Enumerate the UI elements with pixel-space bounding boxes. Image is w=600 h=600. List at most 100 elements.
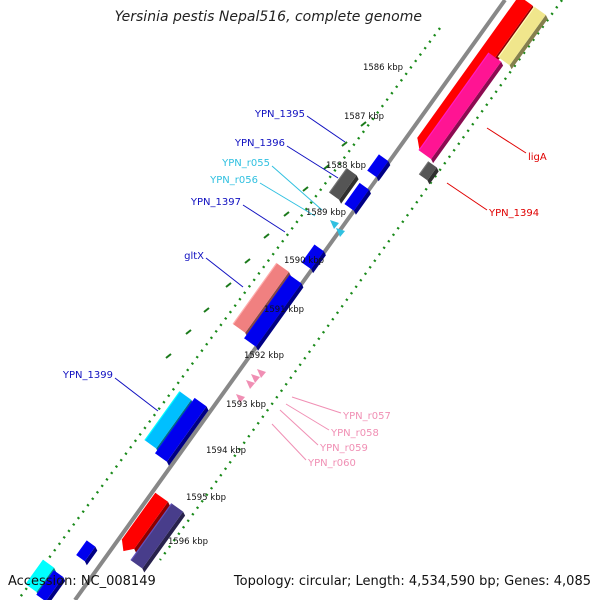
gene-pink-ligA-body <box>418 52 502 160</box>
gene-red-bottom-side <box>134 501 170 553</box>
rna-pink-r060 <box>236 394 245 403</box>
gene-pink-ligA-highlight <box>418 52 490 151</box>
label-leader-line <box>486 127 527 154</box>
gene-blue-corner-highlight <box>36 570 55 596</box>
gene-label: YPN_r060 <box>307 458 356 469</box>
accession-label: Accession: NC_008149 <box>8 574 156 589</box>
gene-salmon-gltx-side <box>245 271 291 337</box>
label-leader-line <box>271 423 307 461</box>
label-leader-line <box>242 204 286 233</box>
rna-cyan-r056 <box>336 228 345 237</box>
label-leader-line <box>259 182 316 217</box>
kbp-tick-label: 1590 kbp <box>284 256 324 266</box>
gene-blue-b-highlight <box>344 182 361 205</box>
label-leader-line <box>271 165 323 211</box>
gene-gray-ypn1396 <box>328 167 359 204</box>
gene-salmon-gltx-highlight <box>232 262 278 325</box>
gene-label: YPN_1396 <box>234 138 285 149</box>
gene-label: YPN_1397 <box>190 197 241 208</box>
kbp-tick <box>165 353 172 359</box>
kbp-tick <box>323 164 330 170</box>
gene-gray-ypn1394 <box>418 161 439 185</box>
gene-blue-small-bottom-body <box>76 540 96 562</box>
gene-gray-ypn1394-highlight <box>418 161 430 175</box>
gene-blue-b <box>344 182 371 215</box>
label-leader-line <box>286 145 339 179</box>
rna-pink-r059 <box>246 380 255 389</box>
gene-yellow-top-highlight <box>497 6 535 58</box>
gene-blue-ypn1395-side <box>376 161 391 182</box>
kbp-tick <box>302 186 309 192</box>
kbp-tick <box>283 211 290 217</box>
label-leader-line <box>306 115 346 143</box>
gene-blue-ypn1395-body <box>367 154 389 178</box>
gene-red-bottom <box>121 492 170 553</box>
kbp-tick-label: 1586 kbp <box>363 63 403 73</box>
gene-label: YPN_1399 <box>62 370 113 381</box>
gene-pink-ligA <box>418 52 504 164</box>
kbp-tick-label: 1589 kbp <box>306 208 346 218</box>
gene-salmon-gltx <box>232 262 291 337</box>
gene-cyan-ypn1399-highlight <box>144 391 181 441</box>
map-title: Yersinia pestis Nepal516, complete genom… <box>114 9 422 25</box>
gene-yellow-top-side <box>509 14 548 70</box>
gene-red-top-highlight <box>417 0 518 139</box>
gene-blue-corner <box>36 570 66 600</box>
gene-gray-ypn1396-highlight <box>328 167 348 194</box>
gene-blue-gltx <box>244 274 304 351</box>
gene-label: gltX <box>184 251 204 262</box>
gene-label: YPN_r056 <box>209 175 258 186</box>
gene-blue-ypn1397-side <box>311 251 326 274</box>
gene-purple-bottom-highlight <box>130 503 173 561</box>
gene-blue-small-bottom-side <box>84 546 98 566</box>
gene-cyan-corner-body <box>26 560 54 592</box>
gene-blue-gltx-highlight <box>244 274 291 339</box>
gene-blue-ypn1399 <box>155 397 209 466</box>
rna-pink-r058 <box>251 374 260 383</box>
gene-label: YPN_r058 <box>330 428 379 439</box>
label-leader-line <box>446 182 488 211</box>
kbp-tick-label: 1592 kbp <box>244 351 284 361</box>
gene-blue-ypn1399-highlight <box>155 397 196 454</box>
genome-summary-label: Topology: circular; Length: 4,534,590 bp… <box>233 574 591 589</box>
label-leader-line <box>114 377 159 412</box>
rna-pink-r057 <box>257 369 266 378</box>
gene-blue-corner-body <box>36 570 64 600</box>
kbp-tick <box>225 282 232 288</box>
gene-cyan-ypn1399-body <box>144 391 192 449</box>
gene-blue-ypn1399-body <box>155 398 207 462</box>
gene-blue-gltx-body <box>244 275 302 347</box>
gene-red-bottom-body <box>122 493 168 552</box>
gene-gray-ypn1394-body <box>419 161 437 181</box>
gene-gray-ypn1396-side <box>339 175 359 204</box>
rna-cyan-r055 <box>330 220 339 229</box>
kbp-tick <box>263 233 270 239</box>
inner-dotted-ring <box>159 0 563 561</box>
gene-gray-ypn1396-body <box>329 168 357 200</box>
gene-purple-bottom <box>130 503 186 573</box>
gene-blue-ypn1397-body <box>302 244 324 270</box>
gene-label: ligA <box>528 152 547 163</box>
kbp-tick-label: 1591 kbp <box>264 305 304 315</box>
kbp-tick-label: 1587 kbp <box>344 112 384 122</box>
gene-purple-bottom-body <box>130 503 184 569</box>
gene-blue-small-bottom <box>76 540 98 566</box>
gene-blue-ypn1399-side <box>166 406 209 466</box>
gene-pink-ligA-side <box>431 61 504 164</box>
kbp-tick <box>203 307 210 313</box>
gene-label: YPN_1395 <box>254 109 305 120</box>
kbp-tick-label: 1595 kbp <box>186 493 226 503</box>
kbp-tick <box>244 258 251 264</box>
kbp-tick <box>341 141 348 147</box>
outer-dotted-ring <box>17 27 441 600</box>
kbp-tick-label: 1588 kbp <box>326 161 366 171</box>
gene-blue-small-bottom-highlight <box>76 540 88 556</box>
kbp-tick-label: 1593 kbp <box>226 400 266 410</box>
gene-purple-bottom-side <box>142 511 186 573</box>
gene-blue-ypn1397 <box>301 244 326 274</box>
kbp-tick-label: 1596 kbp <box>168 537 208 547</box>
label-leader-line <box>285 403 330 431</box>
label-leader-line <box>291 396 342 414</box>
gene-gray-ypn1394-side <box>427 167 439 185</box>
gene-blue-gltx-side <box>256 283 304 351</box>
